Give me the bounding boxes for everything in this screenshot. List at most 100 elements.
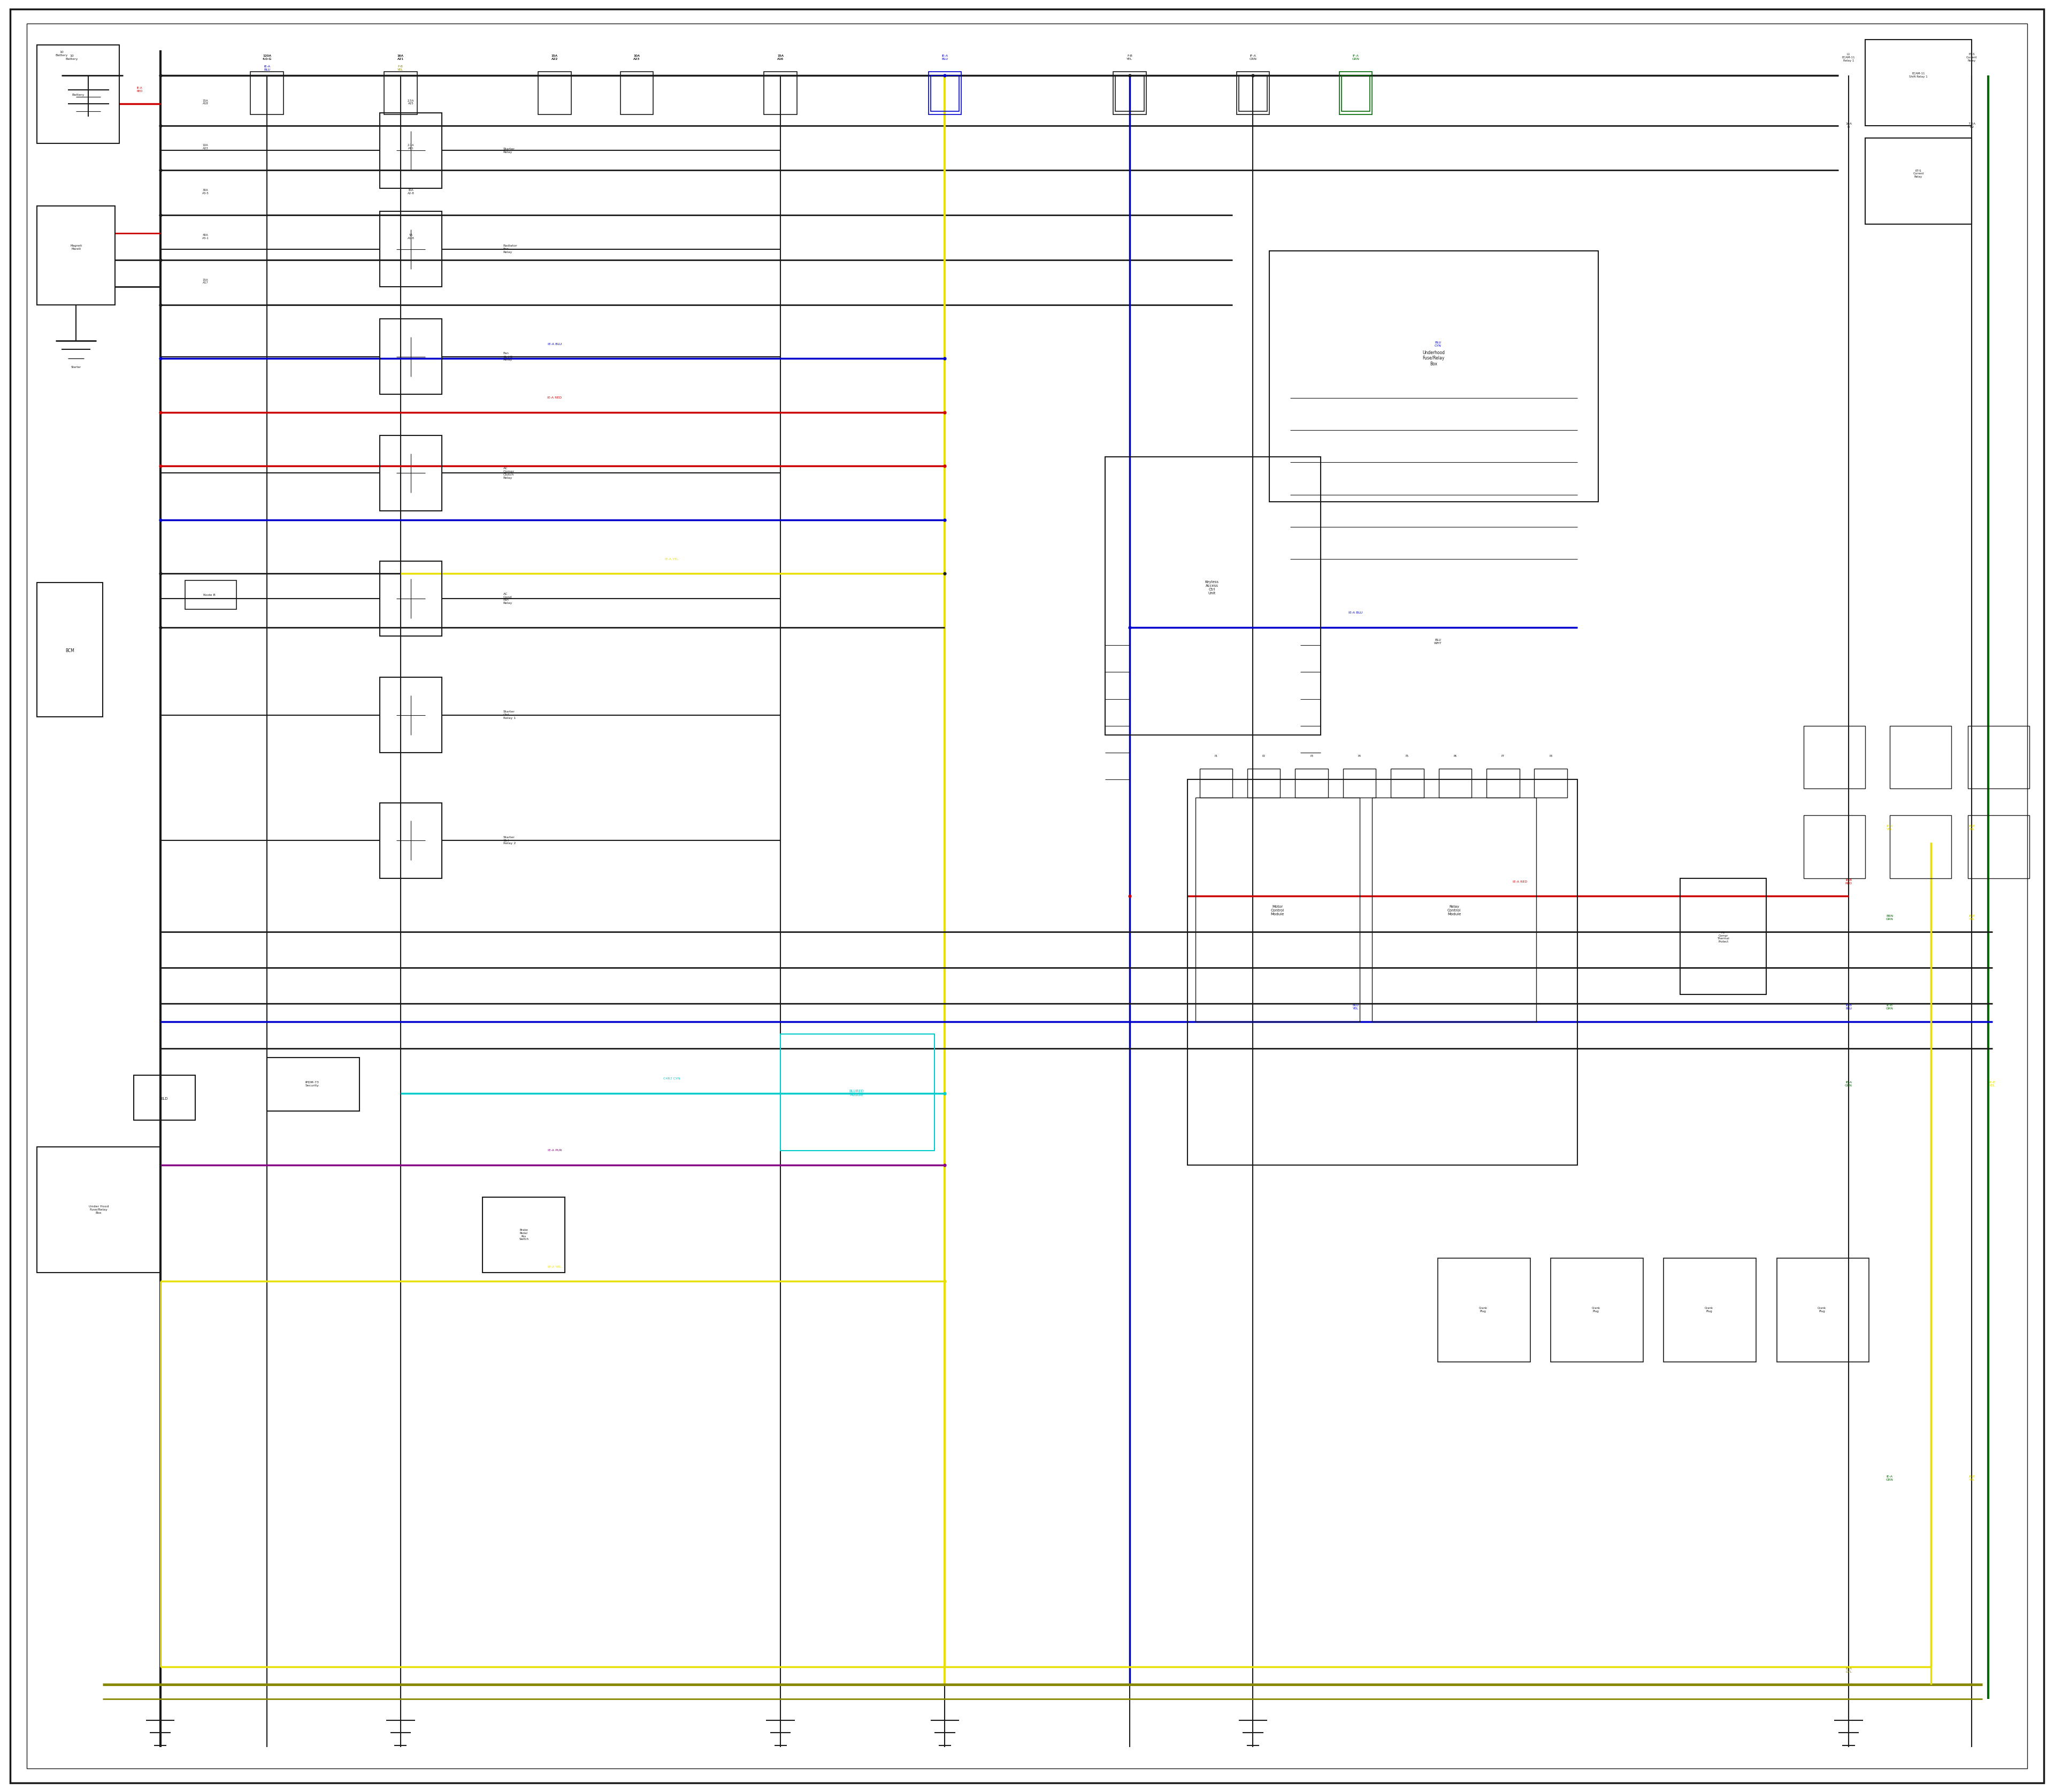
Text: IE-A
DYL: IE-A DYL [1844,1667,1853,1674]
Text: 40A
A3-1: 40A A3-1 [201,233,210,240]
Text: IE-A
GRN: IE-A GRN [1844,1081,1853,1088]
Text: 15A
A22: 15A A22 [550,54,559,61]
Bar [134,1075,195,1120]
Bar [1777,1258,1869,1362]
Text: IE-B
YEL: IE-B YEL [1968,824,1976,831]
Bar [1341,75,1370,111]
Bar [1113,72,1146,115]
Text: P4: P4 [1358,754,1362,758]
Bar [380,435,442,511]
Bar [1865,39,1972,125]
Text: BLU
CYN: BLU CYN [1434,340,1442,348]
Bar [1968,815,2029,878]
Bar [380,113,442,188]
Bar [37,1147,160,1272]
Text: ELD: ELD [160,1097,168,1100]
Bar [1890,726,1951,788]
Bar [1343,769,1376,797]
Bar [185,581,236,609]
Bar [37,206,115,305]
Text: 15A
A17: 15A A17 [203,278,207,285]
Text: AC
Cond
Fan
Relay: AC Cond Fan Relay [503,593,511,604]
Bar [1247,769,1280,797]
Text: P5: P5 [1405,754,1409,758]
Bar [380,319,442,394]
Bar [37,45,119,143]
Bar [1803,815,1865,878]
Bar [1968,726,2029,788]
Text: 30A
A3-5: 30A A3-5 [201,188,210,195]
Text: IE-A RED: IE-A RED [1512,880,1528,883]
Text: BLURED
Module: BLURED Module [848,1090,865,1097]
Text: ET-S
Current
Relay: ET-S Current Relay [1966,54,1978,61]
Text: Crank
Plug: Crank Plug [1818,1306,1826,1314]
Text: 120A
4.0-G: 120A 4.0-G [263,54,271,61]
Bar [380,677,442,753]
Text: Brake
Pedal
Pos
Switch: Brake Pedal Pos Switch [520,1229,528,1240]
Text: 16A
B: 16A B [1844,122,1853,129]
Text: Crank
Plug: Crank Plug [1705,1306,1713,1314]
Bar [930,75,959,111]
Bar [1534,769,1567,797]
Bar [1487,769,1520,797]
Text: 5A
A1-8: 5A A1-8 [407,233,415,240]
Bar [1115,75,1144,111]
Text: IE-A PUR: IE-A PUR [548,1149,561,1152]
Text: Starter
Relay: Starter Relay [503,147,516,154]
Bar [1237,72,1269,115]
Bar [1372,797,1536,1021]
Text: BRN
GRN: BRN GRN [1886,914,1894,921]
Text: 10A
A23: 10A A23 [633,54,641,61]
Text: BLU
WHT: BLU WHT [1434,638,1442,645]
Text: F-B
YEL: F-B YEL [398,65,403,72]
Bar [380,803,442,878]
Text: 10
Battery: 10 Battery [66,54,78,61]
Text: P8: P8 [1549,754,1553,758]
Text: IE-A
BLU: IE-A BLU [941,54,949,61]
Bar [37,582,103,717]
Text: 16A
A21: 16A A21 [396,54,405,61]
Text: IE-B
YEL: IE-B YEL [1968,1475,1976,1482]
Text: IE-A
YEL: IE-A YEL [1886,824,1894,831]
Bar [1680,878,1766,995]
Text: IE-B
BLU: IE-B BLU [1844,1004,1853,1011]
Text: BLU
YEL: BLU YEL [1352,1004,1360,1011]
Text: IE-A
RED: IE-A RED [138,86,142,93]
Text: P2: P2 [1263,754,1265,758]
Bar [267,1057,359,1111]
Text: 15A
A18: 15A A18 [203,99,207,106]
Text: IE-A YEL: IE-A YEL [548,1265,561,1269]
Text: Battery: Battery [72,93,84,97]
Text: Fan
Ctrl/O
Relay: Fan Ctrl/O Relay [503,353,514,360]
Text: Relay
Control
Module: Relay Control Module [1448,905,1460,916]
Text: AC
Compr
Thermal
Protect: AC Compr Thermal Protect [1717,932,1729,943]
Text: IE-B
YEL: IE-B YEL [1968,914,1976,921]
Text: 120A
4.0-G: 120A 4.0-G [263,54,271,61]
Bar [1551,1258,1643,1362]
Text: P1: P1 [1214,754,1218,758]
Text: L1
ECAM-11
Relay 1: L1 ECAM-11 Relay 1 [1842,54,1855,61]
Text: 30A
A2-8: 30A A2-8 [407,188,415,195]
Text: BCM: BCM [66,649,74,652]
Text: IE-B
RED: IE-B RED [1844,878,1853,885]
Text: IF-A
GRN: IF-A GRN [1352,54,1360,61]
Bar [928,72,961,115]
Bar [538,72,571,115]
Bar [1339,72,1372,115]
Text: C4R7 CYN: C4R7 CYN [663,1077,680,1081]
Text: IE-A BLU: IE-A BLU [1349,611,1362,615]
Bar [1391,769,1423,797]
Text: IE-B
GRN: IE-B GRN [1886,1004,1894,1011]
Bar [764,72,797,115]
Text: Crank
Plug: Crank Plug [1479,1306,1487,1314]
Bar [251,72,283,115]
Text: ET-S
Current
Relay: ET-S Current Relay [1912,170,1925,177]
Bar [1803,726,1865,788]
Bar [1105,457,1321,735]
Bar [1438,1258,1530,1362]
Text: IE-A
GRN: IE-A GRN [1886,1475,1894,1482]
Text: IE-A YEL: IE-A YEL [665,557,678,561]
Bar [1269,251,1598,502]
Bar [1664,1258,1756,1362]
Text: IE-A
BLU: IE-A BLU [263,65,271,72]
